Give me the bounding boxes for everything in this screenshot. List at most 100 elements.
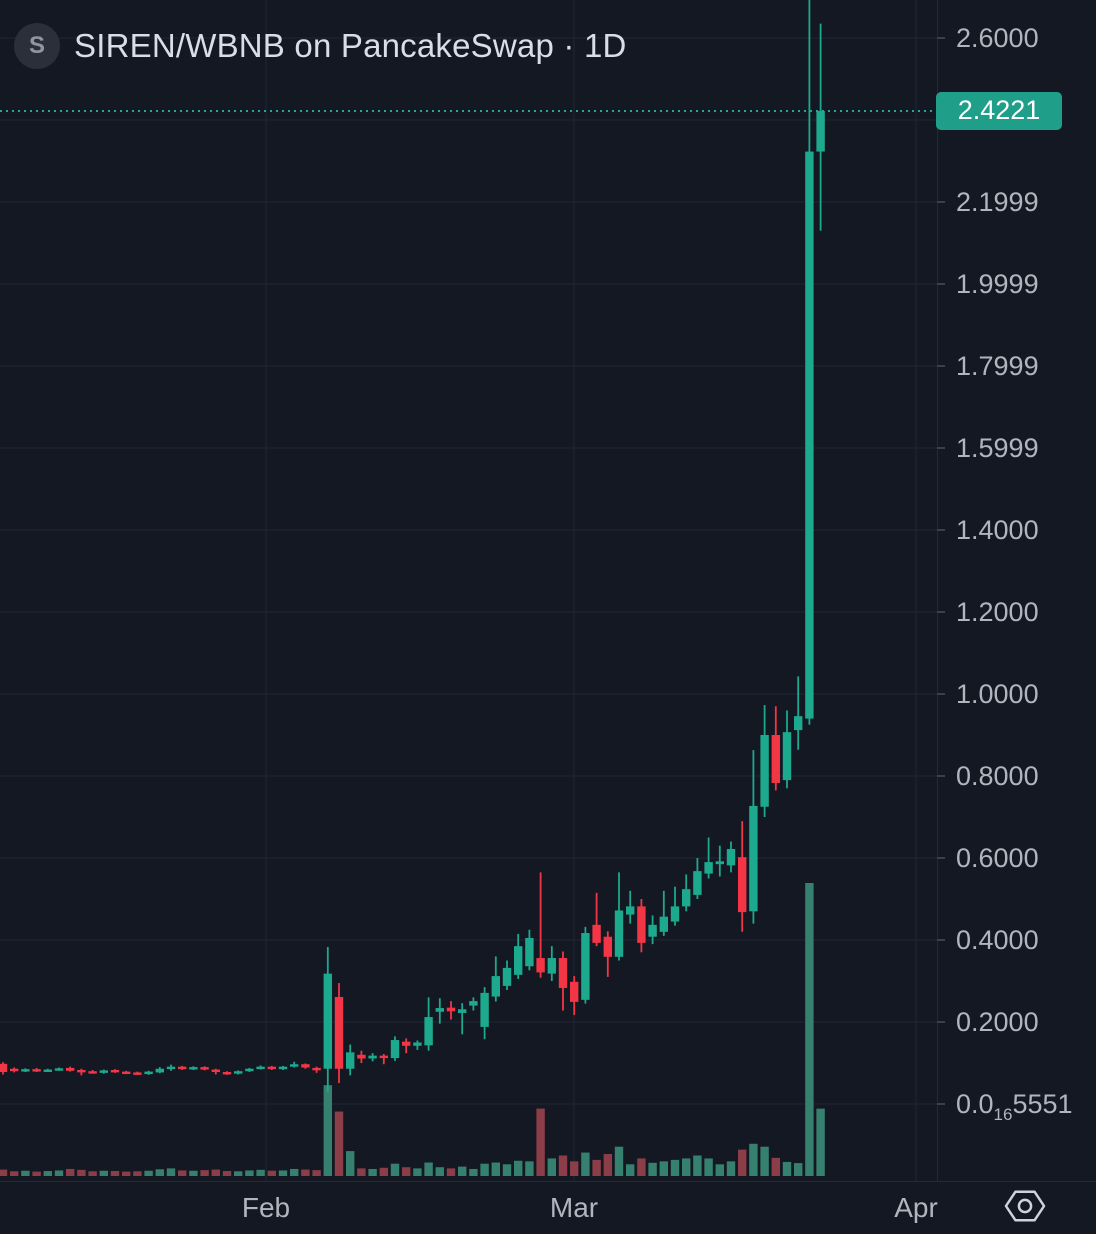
volume-bar [637, 1158, 646, 1176]
candle-body [21, 1069, 30, 1072]
candle-body [222, 1072, 232, 1075]
candle-body [581, 933, 590, 1000]
volume-bar [21, 1170, 30, 1176]
volume-bar [211, 1169, 220, 1176]
volume-bar [155, 1169, 164, 1176]
price-tick-mark [937, 939, 945, 941]
candle-body [32, 1069, 41, 1072]
volume-bar [547, 1158, 556, 1176]
candle-body [189, 1067, 198, 1070]
time-tick-label: Apr [894, 1192, 938, 1223]
candle-body [782, 732, 792, 781]
chart-header: S SIREN/WBNB on PancakeSwap · 1D [14, 23, 627, 69]
volume-bar [312, 1170, 321, 1176]
time-tick-label: Mar [549, 1192, 599, 1223]
volume-bar [256, 1169, 265, 1176]
candle-body [682, 889, 691, 907]
volume-bar [715, 1164, 724, 1176]
price-tick-label: 1.9999 [956, 269, 1039, 299]
candle-body [122, 1071, 131, 1075]
volume-bar [592, 1159, 601, 1176]
time-axis[interactable]: Feb Mar Apr [0, 1181, 1096, 1234]
volume-bar [10, 1171, 19, 1176]
price-tick-label: 1.7999 [956, 351, 1039, 381]
volume-bar [603, 1154, 612, 1176]
volume-bar [693, 1155, 702, 1176]
price-tick-label: 0.4000 [956, 925, 1039, 955]
candle-body [648, 924, 657, 937]
volume-bar [290, 1168, 299, 1176]
volume-bar [525, 1161, 534, 1176]
candle-body [659, 916, 668, 932]
chart-title: SIREN/WBNB on PancakeSwap · 1D [74, 27, 627, 64]
candle-body [379, 1055, 388, 1059]
volume-bar [122, 1171, 131, 1176]
volume-bar [816, 1108, 825, 1176]
price-axis[interactable]: 2.4221 2.6000 2.1999 1.9999 1.7999 1.5999 1.4… [936, 0, 1096, 1181]
symbol-logo-badge: S [14, 23, 60, 69]
price-tick-label: 1.5999 [956, 433, 1039, 463]
hexagon-eye-icon[interactable] [1002, 1186, 1048, 1226]
price-tick-label: 1.0000 [956, 679, 1039, 709]
chart-pane[interactable] [0, 0, 937, 1181]
volume-bar [133, 1171, 142, 1176]
candle-body [592, 924, 601, 943]
price-tick-mark [937, 857, 945, 859]
time-tick-label: Feb [241, 1192, 291, 1223]
volume-bar [480, 1163, 489, 1176]
price-tick-mark [937, 611, 945, 613]
candle-body [301, 1064, 310, 1068]
price-tick-mark [937, 1103, 945, 1105]
volume-bar [32, 1171, 41, 1176]
volume-bar [222, 1171, 232, 1176]
candle-body [816, 110, 825, 152]
volume-bar [502, 1164, 512, 1176]
volume-bar [771, 1157, 780, 1176]
candle-body [693, 871, 702, 895]
volume-bar [189, 1170, 198, 1176]
candle-body [390, 1040, 400, 1059]
price-tick-mark [937, 283, 945, 285]
candle-body [290, 1064, 299, 1067]
volume-bar [704, 1158, 713, 1176]
candle-body [211, 1069, 220, 1073]
candle-body [637, 906, 646, 943]
candle-body [726, 848, 736, 866]
price-tick-label: 2.6000 [956, 23, 1039, 53]
candle-body [312, 1067, 321, 1071]
last-price-label: 2.4221 [936, 91, 1062, 130]
candle-body [166, 1066, 176, 1070]
volume-bar [749, 1143, 758, 1176]
price-tick-label: 0.2000 [956, 1007, 1039, 1037]
volume-bar [648, 1162, 657, 1176]
candle-body [570, 981, 579, 1002]
volume-bar [54, 1170, 64, 1176]
price-tick-mark [937, 693, 945, 695]
price-tick-label: 2.1999 [956, 187, 1039, 217]
volume-bar [368, 1168, 377, 1176]
candle-body [704, 862, 713, 874]
candle-body [547, 958, 556, 974]
candle-body [133, 1072, 142, 1075]
volume-bar [760, 1146, 769, 1176]
price-tick-mark [937, 775, 945, 777]
volume-bar [491, 1162, 500, 1176]
volume-bar [402, 1167, 411, 1176]
candle-body [267, 1066, 276, 1070]
candle-body [334, 996, 344, 1069]
volume-bar [738, 1149, 747, 1176]
candle-body [88, 1071, 97, 1074]
volume-bar [626, 1164, 635, 1176]
volume-bar [570, 1161, 579, 1176]
candle-body [368, 1055, 377, 1059]
price-tick-label: 1.2000 [956, 597, 1039, 627]
volume-bar [278, 1170, 288, 1176]
candle-body [402, 1041, 411, 1046]
volume-bar [43, 1171, 52, 1176]
candle-body [424, 1017, 433, 1046]
candle-body [458, 1009, 467, 1013]
volume-bar [581, 1152, 590, 1176]
price-tick-mark [937, 201, 945, 203]
volume-bar [346, 1151, 355, 1176]
volume-bar [323, 1085, 332, 1176]
